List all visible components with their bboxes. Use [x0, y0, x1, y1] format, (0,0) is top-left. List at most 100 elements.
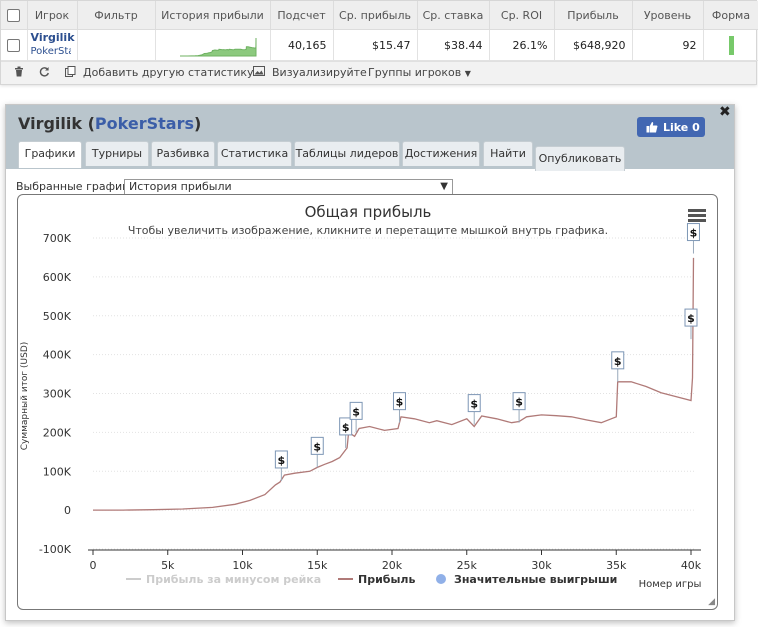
level-cell: 92	[632, 29, 704, 61]
col-profit[interactable]: Прибыль	[554, 1, 633, 30]
table-toolbar: Добавить другую статистику Визуализируйт…	[1, 61, 756, 84]
y-tick-label: 200K	[43, 426, 72, 439]
col-filter[interactable]: Фильтр	[77, 1, 156, 30]
panel-header: Virgilik (PokerStars) Like 0 Графики Тур…	[6, 105, 734, 171]
marker-label: $	[470, 398, 478, 411]
count-cell: 40,165	[270, 29, 334, 61]
players-table: Игрок Фильтр История прибыли Подсчет Ср.…	[0, 0, 758, 85]
player-link[interactable]: Virgilik	[30, 31, 75, 44]
graph-select[interactable]: История прибыли ▼	[124, 179, 453, 195]
image-icon[interactable]	[253, 66, 265, 79]
x-tick-label: 30k	[531, 559, 552, 572]
tab-breakdown[interactable]: Разбивка	[151, 141, 215, 166]
add-stat-icon[interactable]	[65, 66, 76, 80]
col-level[interactable]: Уровень	[632, 1, 704, 30]
thumbs-up-icon	[646, 121, 658, 136]
chart-title: Общая прибыль	[305, 203, 432, 221]
panel-site-link[interactable]: PokerStars	[94, 114, 194, 133]
x-tick-label: 10k	[232, 559, 253, 572]
marker-flag	[349, 401, 363, 420]
menu-icon[interactable]	[688, 209, 706, 223]
legend-item: Прибыль за минусом рейка	[146, 573, 321, 586]
x-tick-label: 0	[90, 559, 97, 572]
x-axis-label: Номер игры	[639, 579, 702, 590]
panel-player-name: Virgilik	[18, 114, 83, 133]
marker-flag	[512, 392, 526, 411]
refresh-icon[interactable]	[39, 66, 50, 80]
chevron-down-icon: ▼	[440, 181, 448, 192]
y-tick-label: -100K	[39, 543, 72, 556]
x-tick-label: 40k	[681, 559, 702, 572]
marker-label: $	[278, 454, 286, 467]
select-all-checkbox[interactable]	[7, 8, 21, 22]
tab-statistics[interactable]: Статистика	[217, 141, 292, 166]
marker-flag	[339, 417, 353, 436]
col-form[interactable]: Форма	[703, 1, 758, 30]
legend-item: Прибыль	[358, 573, 415, 586]
caret-down-icon: ▼	[464, 69, 471, 78]
tab-graphs[interactable]: Графики	[18, 141, 82, 168]
profit-chart[interactable]: Общая прибыль Чтобы увеличить изображение…	[18, 195, 717, 609]
x-tick-label: 15k	[307, 559, 328, 572]
y-tick-label: 300K	[43, 388, 72, 401]
col-avg-stake[interactable]: Ср. ставка	[417, 1, 490, 30]
marker-label: $	[515, 396, 523, 409]
profit-cell: $648,920	[554, 29, 633, 61]
legend-item: Значительные выигрыши	[454, 573, 617, 586]
profit-history-sparkline[interactable]	[155, 29, 271, 61]
marker-label: $	[396, 396, 404, 409]
player-cell: Virgilik PokerStars	[27, 29, 78, 61]
player-groups-button[interactable]: Группы игроков ▼	[368, 66, 471, 79]
resize-handle-icon[interactable]: ◢	[708, 597, 715, 607]
site-link[interactable]: PokerStars	[30, 46, 71, 57]
graph-select-value: История прибыли	[129, 180, 232, 193]
trash-icon[interactable]	[14, 66, 24, 80]
panel-title: Virgilik (PokerStars)	[18, 114, 202, 133]
series-profit-line	[93, 257, 695, 511]
player-groups-label: Группы игроков	[368, 66, 462, 79]
table-row: Virgilik PokerStars 40,165 $15.47 $38.44…	[1, 29, 758, 61]
marker-flag	[611, 351, 625, 370]
tab-achievements[interactable]: Достижения	[402, 141, 480, 166]
like-label: Like 0	[663, 121, 700, 134]
avg-stake-cell: $38.44	[417, 29, 490, 61]
facebook-like-button[interactable]: Like 0	[637, 117, 705, 137]
filter-cell[interactable]	[77, 29, 156, 61]
x-tick-label: 35k	[606, 559, 627, 572]
y-axis-label: Суммарный итог (USD)	[20, 342, 30, 451]
col-avg-profit[interactable]: Ср. прибыль	[333, 1, 418, 30]
close-icon[interactable]: ✖	[719, 104, 731, 120]
row-checkbox-cell[interactable]	[1, 29, 28, 61]
x-tick-label: 25k	[457, 559, 478, 572]
y-tick-label: 400K	[43, 349, 72, 362]
avg-profit-cell: $15.47	[333, 29, 418, 61]
marker-flag	[274, 450, 288, 469]
col-profit-history[interactable]: История прибыли	[155, 1, 271, 30]
player-panel: Virgilik (PokerStars) Like 0 Графики Тур…	[5, 104, 735, 621]
tab-leaderboards[interactable]: Таблицы лидеров	[294, 141, 400, 166]
marker-label: $	[352, 405, 360, 418]
tab-find[interactable]: Найти	[483, 141, 533, 166]
col-count[interactable]: Подсчет	[270, 1, 334, 30]
marker-flag	[686, 223, 700, 242]
visualize-button[interactable]: Визуализируйте	[272, 66, 367, 79]
marker-label: $	[342, 421, 350, 434]
marker-flag	[467, 394, 481, 413]
chart-container[interactable]: Общая прибыль Чтобы увеличить изображение…	[17, 194, 718, 610]
col-player[interactable]: Игрок	[27, 1, 78, 30]
add-stat-button[interactable]: Добавить другую статистику	[83, 66, 254, 79]
y-tick-label: 100K	[43, 465, 72, 478]
x-tick-label: 20k	[382, 559, 403, 572]
row-checkbox[interactable]	[7, 38, 21, 52]
marker-label: $	[690, 227, 698, 240]
select-all-header[interactable]	[1, 1, 28, 30]
form-bar	[728, 35, 734, 55]
x-tick-label: 5k	[161, 559, 175, 572]
tab-publish[interactable]: Опубликовать	[535, 146, 625, 171]
chart-subtitle: Чтобы увеличить изображение, кликните и …	[128, 224, 608, 237]
avg-roi-cell: 26.1%	[489, 29, 555, 61]
marker-label: $	[614, 355, 622, 368]
col-avg-roi[interactable]: Ср. ROI	[489, 1, 555, 30]
tab-tournaments[interactable]: Турниры	[85, 141, 149, 166]
y-tick-label: 600K	[43, 271, 72, 284]
